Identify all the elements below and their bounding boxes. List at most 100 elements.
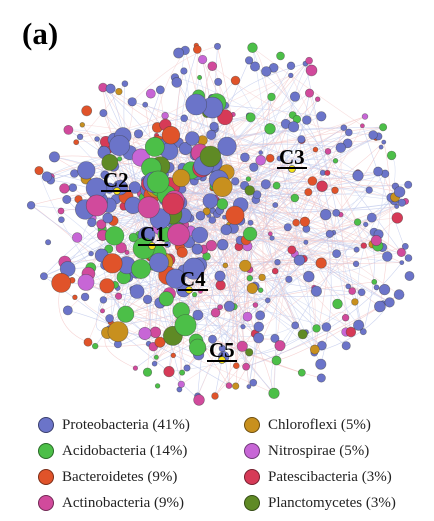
network-node: [217, 239, 229, 251]
network-edge: [161, 146, 364, 246]
network-node: [230, 75, 241, 86]
network-node: [366, 212, 377, 223]
network-node: [105, 83, 116, 94]
network-node: [344, 128, 353, 137]
network-node: [345, 283, 352, 290]
network-node: [307, 176, 318, 186]
network-node: [109, 135, 131, 157]
network-node: [305, 56, 313, 65]
network-node: [274, 340, 286, 352]
network-edge: [245, 63, 306, 241]
legend-swatch: [38, 417, 54, 433]
network-node: [245, 348, 254, 357]
network-node: [99, 278, 115, 294]
network-node: [264, 297, 271, 304]
network-node: [249, 378, 258, 387]
network-node: [303, 270, 315, 283]
network-edge: [225, 105, 322, 117]
network-node: [45, 239, 52, 246]
network-node: [176, 246, 188, 258]
network-node: [128, 232, 139, 243]
network-node: [316, 111, 327, 122]
network-node: [87, 217, 97, 228]
network-edge: [43, 275, 200, 401]
network-node: [288, 121, 300, 133]
network-edge: [54, 155, 211, 202]
network-node: [393, 186, 406, 198]
network-node: [180, 67, 188, 75]
network-node: [107, 321, 129, 343]
network-node: [132, 365, 138, 371]
network-node: [202, 207, 211, 216]
cluster-label-c4: C4: [178, 267, 208, 291]
network-edge: [244, 185, 322, 365]
network-edge: [199, 152, 250, 353]
network-edge: [252, 47, 305, 259]
network-node: [304, 88, 314, 98]
network-node: [161, 125, 181, 145]
network-edge: [97, 118, 185, 140]
network-node: [274, 259, 281, 266]
network-node: [370, 235, 382, 247]
network-node: [180, 114, 188, 123]
network-node: [352, 260, 360, 268]
network-node: [255, 155, 267, 166]
network-node: [208, 334, 217, 344]
network-node: [240, 152, 250, 163]
network-node: [381, 139, 387, 145]
network-edge: [117, 202, 402, 332]
network-node: [214, 270, 226, 282]
network-node: [41, 171, 53, 182]
network-node: [252, 190, 262, 200]
network-node: [287, 245, 297, 255]
network-node: [207, 61, 218, 71]
network-node: [321, 322, 332, 332]
network-node: [267, 92, 276, 102]
network-node: [214, 77, 223, 86]
network-node: [171, 77, 183, 88]
network-edge: [309, 93, 373, 245]
network-edge: [226, 98, 318, 173]
network-node: [205, 240, 217, 252]
legend-item-bacteroidetes: Bacteroidetes (9%): [38, 466, 177, 488]
network-node: [373, 166, 383, 177]
network-node: [48, 151, 60, 163]
network-node: [165, 268, 186, 289]
network-node: [40, 272, 48, 281]
network-node: [142, 294, 153, 305]
network-node: [297, 135, 306, 144]
network-edge: [379, 142, 391, 307]
network-node: [261, 66, 272, 77]
network-edge: [299, 256, 388, 273]
legend-item-actinobacteria: Actinobacteria (9%): [38, 492, 184, 514]
network-node: [102, 212, 114, 224]
network-node: [270, 333, 280, 343]
network-edge: [240, 172, 323, 221]
network-node: [167, 223, 190, 246]
network-node: [269, 235, 275, 241]
network-node: [260, 179, 271, 190]
network-node: [192, 309, 204, 321]
network-node: [185, 93, 207, 116]
network-node: [144, 136, 165, 157]
network-node: [302, 115, 312, 125]
network-node: [114, 292, 123, 300]
network-node: [324, 148, 332, 155]
network-node: [117, 305, 135, 323]
network-node: [401, 242, 409, 250]
network-node: [211, 392, 219, 400]
network-node: [236, 340, 248, 352]
network-node: [142, 101, 149, 108]
network-node: [199, 145, 222, 168]
network-node: [286, 61, 296, 71]
network-node: [62, 195, 72, 205]
network-edge: [131, 46, 218, 103]
network-node: [77, 273, 95, 291]
network-node: [191, 226, 209, 244]
network-node: [99, 296, 108, 304]
network-node: [100, 170, 110, 180]
network-node: [310, 285, 322, 297]
network-node: [231, 177, 240, 186]
network-node: [232, 382, 240, 390]
network-node: [297, 368, 306, 377]
